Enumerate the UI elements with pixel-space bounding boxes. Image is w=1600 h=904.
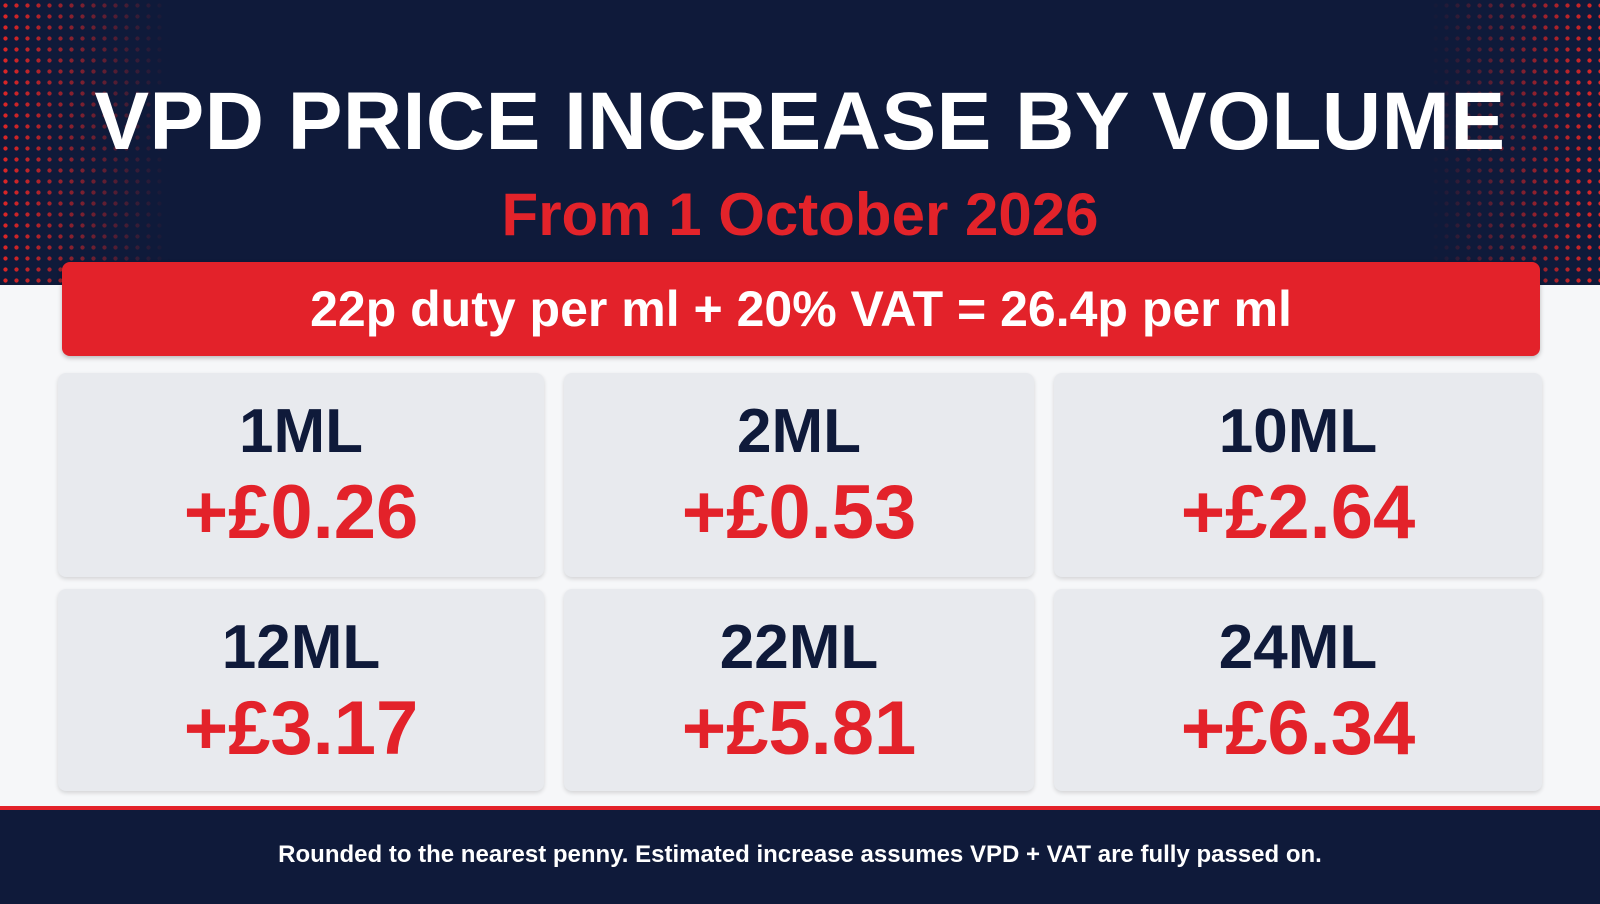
volume-label: 12ML	[221, 613, 381, 682]
footer: Rounded to the nearest penny. Estimated …	[0, 806, 1600, 904]
price-increase: +£6.34	[1180, 686, 1416, 771]
price-card-12ml: 12ML +£3.17	[58, 589, 544, 791]
page-title: VPD PRICE INCREASE BY VOLUME	[94, 76, 1506, 167]
footnote: Rounded to the nearest penny. Estimated …	[278, 841, 1322, 868]
price-increase: +£0.53	[681, 470, 917, 555]
price-increase: +£2.64	[1180, 470, 1416, 555]
price-increase: +£0.26	[183, 470, 419, 555]
price-card-2ml: 2ML +£0.53	[564, 373, 1034, 577]
price-grid: 1ML +£0.26 2ML +£0.53 10ML +£2.64 12ML +…	[58, 373, 1542, 791]
halftone-dots-left	[0, 0, 170, 285]
price-increase: +£5.81	[681, 686, 917, 771]
price-card-1ml: 1ML +£0.26	[58, 373, 544, 577]
volume-label: 1ML	[239, 397, 363, 466]
price-card-22ml: 22ML +£5.81	[564, 589, 1034, 791]
halftone-dots-right	[1430, 0, 1600, 285]
page-subtitle: From 1 October 2026	[501, 181, 1099, 248]
volume-label: 22ML	[719, 613, 879, 682]
volume-label: 24ML	[1218, 613, 1378, 682]
duty-banner: 22p duty per ml + 20% VAT = 26.4p per ml	[62, 262, 1540, 356]
volume-label: 2ML	[737, 397, 861, 466]
price-increase: +£3.17	[183, 686, 419, 771]
price-card-24ml: 24ML +£6.34	[1054, 589, 1542, 791]
volume-label: 10ML	[1218, 397, 1378, 466]
header: VPD PRICE INCREASE BY VOLUME From 1 Octo…	[0, 0, 1600, 285]
price-card-10ml: 10ML +£2.64	[1054, 373, 1542, 577]
